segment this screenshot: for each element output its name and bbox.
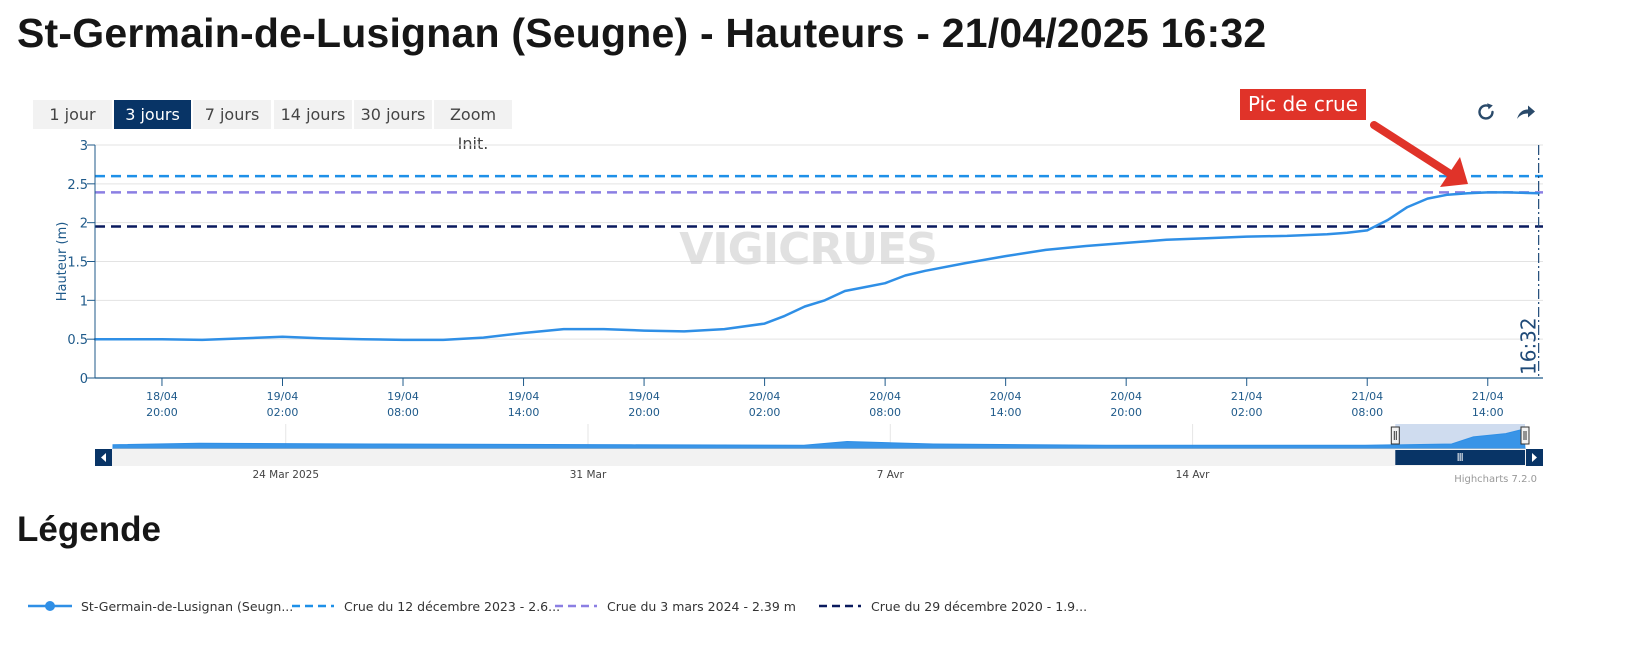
vigicrues-watermark: VIGICRUES [679, 224, 937, 275]
x-tick-label-time: 02:00 [749, 406, 781, 419]
x-tick-label-date: 20/04 [869, 390, 901, 403]
navigator-handle-body[interactable] [1390, 426, 1400, 445]
x-tick-label-date: 20/04 [749, 390, 781, 403]
x-tick-label-time: 14:00 [508, 406, 540, 419]
x-tick-label-time: 08:00 [1351, 406, 1383, 419]
legend-dash-icon [292, 604, 334, 608]
chevron-left-icon [101, 453, 106, 462]
x-tick-label-date: 19/04 [628, 390, 660, 403]
x-tick-label-time: 02:00 [1231, 406, 1263, 419]
y-tick-label: 3 [80, 139, 88, 154]
x-tick-label-date: 20/04 [1110, 390, 1142, 403]
range-button-7-jours[interactable]: 7 jours [193, 100, 271, 129]
range-button-zoom-init[interactable]: Zoom Init. [434, 100, 512, 153]
legend-dash-icon [819, 604, 861, 608]
navigator-date-label: 7 Avr [877, 469, 905, 481]
x-tick-label-time: 02:00 [267, 406, 299, 419]
navigator-handle-left[interactable] [1390, 426, 1400, 445]
legend-item-label: Crue du 29 décembre 2020 - 1.9... [871, 598, 1088, 614]
annotation-arrow-shaft [1370, 121, 1456, 179]
x-tick-label-date: 21/04 [1231, 390, 1263, 403]
page-title: St-Germain-de-Lusignan (Seugne) - Hauteu… [17, 10, 1267, 56]
series-line-hauteur [93, 191, 1540, 342]
y-tick-label: 1.5 [67, 256, 88, 271]
share-icon[interactable] [1514, 100, 1538, 124]
scroll-left-button[interactable] [95, 449, 112, 466]
x-tick-label-time: 08:00 [387, 406, 419, 419]
x-tick-label-date: 19/04 [267, 390, 299, 403]
y-tick-label: 2 [80, 217, 88, 232]
hauteur-chart: VIGICRUES 0 0.5 1 1.5 2 2.5 3 Hauteur (m) 18/04 2… [55, 89, 1543, 485]
range-button-14-jours[interactable]: 14 jours [274, 100, 352, 129]
refresh-icon[interactable] [1474, 100, 1498, 124]
y-tick-label: 0 [80, 372, 88, 387]
chevron-right-icon [1532, 453, 1537, 462]
legend-item-3[interactable]: Crue du 3 mars 2024 - 2.39 m [553, 596, 796, 616]
navigator-handle-body[interactable] [1520, 426, 1530, 445]
legend-item-2[interactable]: Crue du 12 décembre 2023 - 2.6... [290, 596, 560, 616]
scroll-right-button[interactable] [1526, 449, 1543, 466]
navigator-date-label: 31 Mar [570, 469, 607, 481]
y-tick-label: 2.5 [67, 178, 88, 193]
navigator-handle-right[interactable] [1520, 426, 1530, 445]
legend-heading: Légende [17, 510, 161, 549]
legend-line-marker-icon [28, 601, 72, 611]
legend-item-1[interactable]: St-Germain-de-Lusignan (Seugn... [27, 596, 293, 616]
x-tick-label-time: 14:00 [1472, 406, 1504, 419]
x-tick-label-time: 20:00 [146, 406, 178, 419]
y-axis-label: Hauteur (m) [55, 222, 70, 302]
scrollbar-track[interactable] [95, 449, 1543, 466]
range-button-3-jours[interactable]: 3 jours [114, 100, 191, 129]
x-tick-label-date: 19/04 [508, 390, 540, 403]
y-tick-label: 1 [80, 294, 88, 309]
range-button-1-jour[interactable]: 1 jour [33, 100, 112, 129]
x-tick-label-date: 18/04 [146, 390, 178, 403]
navigator-date-label: 14 Avr [1176, 469, 1210, 481]
navigator-date-label: 24 Mar 2025 [252, 469, 319, 481]
legend-item-label: St-Germain-de-Lusignan (Seugn... [81, 598, 294, 614]
x-tick-label-time: 08:00 [869, 406, 901, 419]
x-tick-label-time: 14:00 [990, 406, 1022, 419]
annotation-label: Pic de crue [1248, 92, 1358, 116]
legend-dash-icon [555, 604, 597, 608]
x-tick-label-time: 20:00 [628, 406, 660, 419]
highcharts-credits: Highcharts 7.2.0 [1454, 474, 1537, 485]
now-marker-label: 16:32 [1517, 317, 1541, 375]
annotation-arrow-head [1440, 157, 1468, 187]
y-tick-label: 0.5 [67, 333, 88, 348]
legend-marker-swatch [45, 601, 55, 611]
legend-item-label: Crue du 3 mars 2024 - 2.39 m [607, 598, 796, 614]
annotation-box [1240, 89, 1366, 120]
x-tick-label-time: 20:00 [1110, 406, 1142, 419]
range-button-30-jours[interactable]: 30 jours [354, 100, 432, 129]
x-tick-label-date: 19/04 [387, 390, 419, 403]
legend-item-label: Crue du 12 décembre 2023 - 2.6... [344, 598, 561, 614]
x-tick-label-date: 20/04 [990, 390, 1022, 403]
legend-item-4[interactable]: Crue du 29 décembre 2020 - 1.9... [817, 596, 1087, 616]
x-tick-label-date: 21/04 [1472, 390, 1504, 403]
x-tick-label-date: 21/04 [1351, 390, 1383, 403]
navigator-series-area [112, 428, 1526, 450]
